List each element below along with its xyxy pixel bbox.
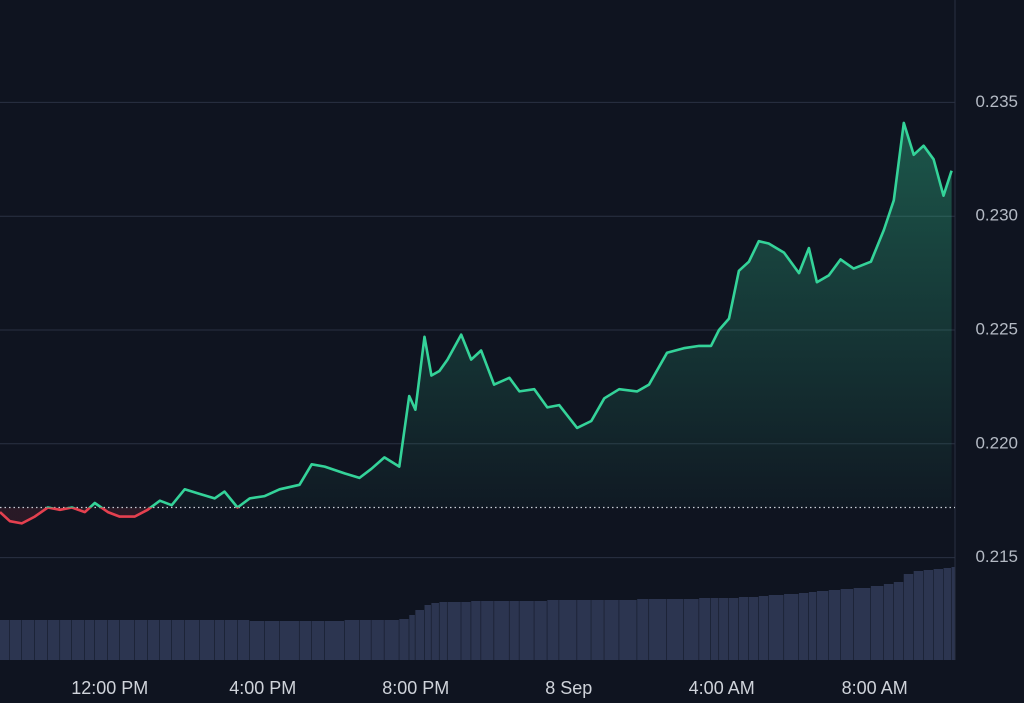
y-tick-label: 0.215 bbox=[975, 547, 1018, 566]
volume-bar bbox=[47, 620, 60, 660]
volume-bar bbox=[447, 602, 461, 660]
volume-bar bbox=[439, 602, 447, 660]
volume-bar bbox=[344, 620, 360, 660]
volume-bar bbox=[870, 586, 884, 660]
volume-bar bbox=[279, 621, 299, 660]
area bbox=[0, 122, 952, 524]
volume-bar bbox=[324, 621, 345, 660]
volume-bar bbox=[264, 621, 280, 660]
y-tick-label: 0.220 bbox=[975, 433, 1018, 452]
volume-bar bbox=[619, 600, 637, 660]
volume-bar bbox=[424, 605, 431, 660]
volume-bar bbox=[494, 601, 509, 660]
volume-bar bbox=[199, 620, 215, 660]
volume-bar bbox=[119, 620, 135, 660]
volume-bar bbox=[311, 621, 325, 660]
volume-bar bbox=[683, 599, 699, 660]
volume-bar bbox=[184, 620, 200, 660]
volume-bar bbox=[34, 620, 48, 660]
volume-bar bbox=[299, 621, 312, 660]
volume-bar bbox=[577, 600, 591, 660]
volume-bar bbox=[828, 590, 841, 660]
volume-bar bbox=[384, 620, 399, 660]
volume-bar bbox=[840, 589, 854, 660]
volume-bar bbox=[60, 620, 72, 660]
volume-bar bbox=[699, 598, 711, 660]
volume-bar bbox=[471, 601, 481, 660]
volume-bar bbox=[509, 601, 519, 660]
volume-bar bbox=[547, 600, 559, 660]
volume-bar bbox=[649, 599, 667, 660]
volume-bar bbox=[9, 620, 22, 660]
volume-bar bbox=[951, 567, 955, 660]
x-tick-label: 12:00 PM bbox=[71, 678, 148, 698]
volume-bar bbox=[224, 620, 238, 660]
volume-bar bbox=[784, 594, 799, 660]
y-tick-label: 0.225 bbox=[975, 319, 1018, 338]
volume-bar bbox=[84, 620, 95, 660]
volume-bar bbox=[591, 600, 604, 660]
volume-bar bbox=[728, 598, 739, 660]
x-tick-label: 8 Sep bbox=[545, 678, 592, 698]
volume-bar bbox=[21, 620, 35, 660]
volume-bar bbox=[409, 615, 415, 660]
price-line bbox=[0, 121, 953, 525]
y-tick-label: 0.235 bbox=[975, 92, 1018, 111]
volume-bar bbox=[134, 620, 148, 660]
volume-bar bbox=[798, 593, 809, 660]
volume-bar bbox=[604, 600, 619, 660]
volume-bar bbox=[559, 600, 577, 660]
volume-bar bbox=[71, 620, 85, 660]
volume-bar bbox=[481, 601, 494, 660]
x-tick-label: 4:00 PM bbox=[229, 678, 296, 698]
volume-bar bbox=[913, 571, 924, 660]
volume-bar bbox=[147, 620, 160, 660]
volume-bar bbox=[943, 568, 952, 660]
volume-bar bbox=[748, 597, 759, 660]
volume-bar bbox=[371, 620, 384, 660]
volume-bar bbox=[808, 592, 817, 660]
volume-bar bbox=[519, 601, 534, 660]
volume-bar bbox=[0, 620, 10, 660]
volume-bar bbox=[853, 588, 871, 660]
volume-bar bbox=[933, 569, 944, 660]
volume-bar bbox=[719, 598, 729, 660]
volume-bar bbox=[431, 603, 439, 660]
volume-bar bbox=[94, 620, 108, 660]
volume-bar bbox=[415, 610, 425, 660]
x-tick-label: 8:00 AM bbox=[842, 678, 908, 698]
volume-bar bbox=[399, 619, 409, 660]
volume-bar bbox=[710, 598, 719, 660]
volume-bar bbox=[883, 584, 894, 660]
volume-bar bbox=[816, 591, 829, 660]
volume-bar bbox=[461, 602, 471, 660]
volume-bar bbox=[738, 597, 749, 660]
volume-bar bbox=[893, 582, 904, 660]
volume-bar bbox=[237, 620, 250, 660]
volume-bar bbox=[923, 570, 934, 660]
volume-bar bbox=[359, 620, 371, 660]
volume-bar bbox=[249, 621, 265, 660]
volume-bar bbox=[171, 620, 185, 660]
volume-bar bbox=[159, 620, 172, 660]
volume-bar bbox=[107, 620, 120, 660]
x-tick-label: 4:00 AM bbox=[689, 678, 755, 698]
x-tick-label: 8:00 PM bbox=[382, 678, 449, 698]
volume-bar bbox=[903, 574, 914, 660]
volume-bar bbox=[214, 620, 225, 660]
volume-bar bbox=[534, 601, 547, 660]
volume-bar bbox=[768, 595, 784, 660]
volume-bar bbox=[758, 596, 769, 660]
volume-bar bbox=[667, 599, 684, 660]
y-tick-label: 0.230 bbox=[975, 206, 1018, 225]
volume-bar bbox=[637, 599, 649, 660]
